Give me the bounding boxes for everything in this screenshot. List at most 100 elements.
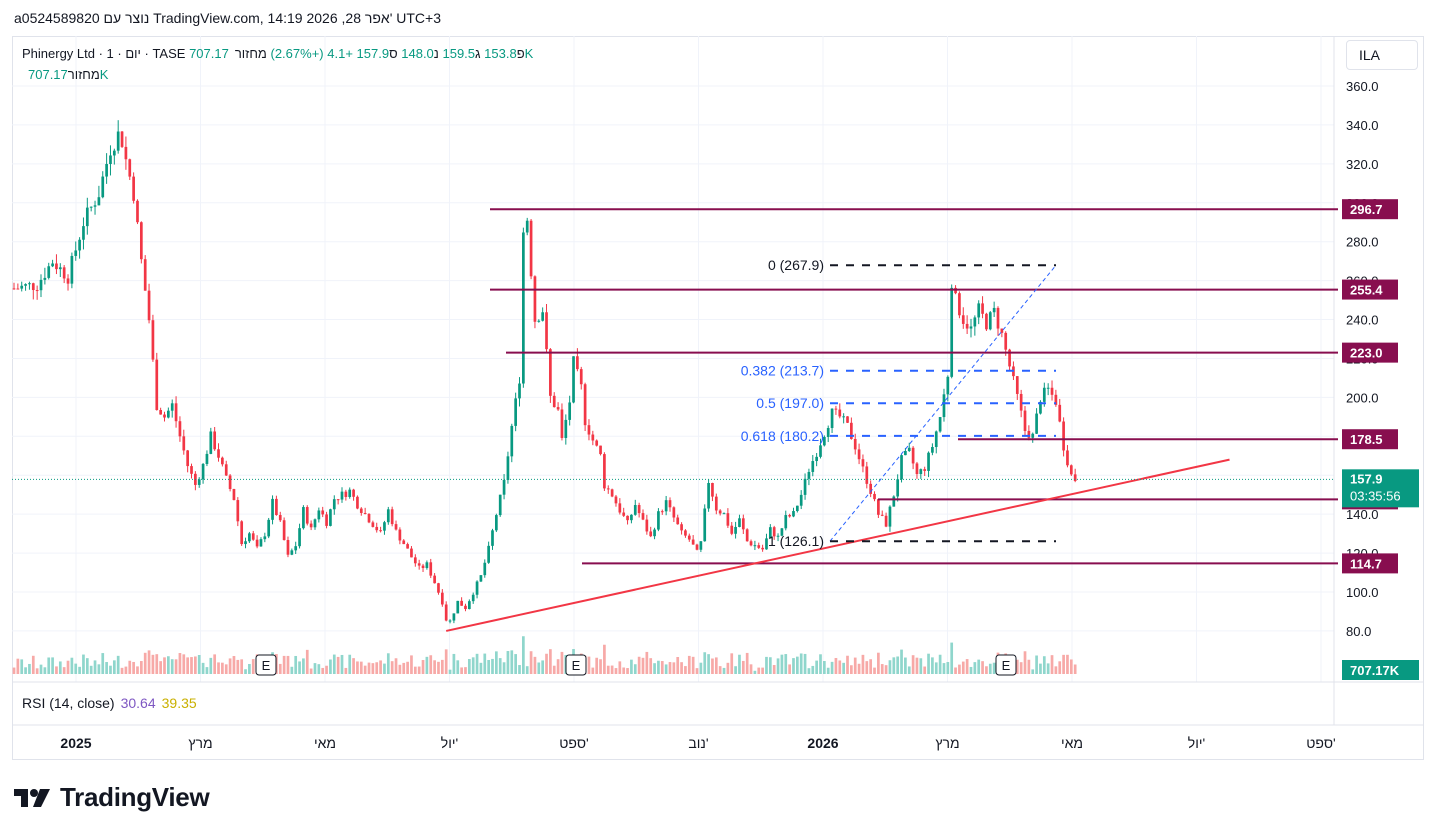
volume-bar: [1073, 664, 1077, 674]
volume-bar: [344, 667, 348, 674]
level-badge: [1342, 342, 1398, 363]
earnings-marker[interactable]: [565, 654, 587, 676]
candle: [186, 450, 189, 467]
earnings-marker[interactable]: [995, 654, 1017, 676]
candle: [606, 488, 610, 490]
candle: [375, 526, 379, 531]
fib-level-label: 0.5 (197.0): [756, 395, 824, 411]
volume-bar: [718, 666, 722, 674]
close-value: 157.9: [356, 46, 390, 61]
volume-bar: [830, 661, 834, 674]
candle: [626, 515, 629, 521]
candle: [714, 496, 718, 511]
candle: [687, 535, 691, 540]
volume-bar: [448, 669, 452, 674]
candle: [861, 459, 865, 467]
candle: [830, 408, 834, 429]
volume-bar: [807, 668, 811, 674]
currency-button[interactable]: ILA: [1346, 40, 1418, 70]
candle: [823, 436, 826, 446]
rsi-legend[interactable]: RSI (14, close) 30.64 39.35: [22, 695, 197, 711]
candle: [456, 600, 460, 614]
candle: [649, 531, 653, 537]
volume-bar: [178, 653, 182, 674]
candle: [479, 575, 483, 582]
candle: [657, 511, 660, 530]
trend-line[interactable]: [445, 458, 1230, 632]
candle: [97, 197, 101, 206]
volume-bar: [28, 663, 31, 674]
candle: [248, 533, 251, 542]
candle: [78, 239, 81, 251]
candle: [684, 530, 687, 536]
candle: [1073, 474, 1077, 481]
candle: [402, 540, 406, 545]
volume-bar: [244, 669, 247, 674]
volume-bar: [1050, 655, 1054, 674]
volume-bar: [1039, 663, 1042, 674]
candle: [522, 232, 525, 384]
volume-bar: [132, 661, 135, 674]
candle: [703, 508, 707, 542]
candle: [390, 509, 394, 525]
price-chart[interactable]: 360.0340.0320.0300.0280.0260.0240.0220.0…: [12, 36, 1424, 760]
volume-bar: [988, 663, 992, 674]
volume-bar: [1023, 651, 1027, 674]
volume-bar: [147, 650, 151, 674]
volume-bar: [545, 653, 548, 674]
candle: [707, 482, 710, 509]
volume-bar: [900, 649, 903, 674]
candle: [263, 536, 267, 540]
volume-bar: [394, 658, 398, 674]
volume-bar: [190, 657, 193, 674]
volume-bar: [1035, 655, 1038, 674]
volume-bar: [537, 662, 541, 674]
candle: [209, 431, 213, 454]
tradingview-logo[interactable]: TradingView: [14, 782, 210, 813]
candle: [1069, 465, 1073, 475]
earnings-marker-label: E: [572, 658, 581, 673]
x-tick-label: יול': [441, 735, 458, 751]
volume-legend[interactable]: מחזור707.17K: [22, 67, 108, 82]
volume-bar: [24, 667, 27, 674]
level-badge: [1342, 429, 1398, 450]
earnings-marker[interactable]: [255, 654, 277, 676]
candle: [576, 356, 579, 370]
volume-bar: [383, 663, 386, 674]
volume-bar: [425, 656, 429, 674]
candle: [931, 447, 934, 453]
candle: [128, 159, 132, 177]
last-price-badge: [1342, 469, 1419, 508]
volume-bar: [788, 664, 791, 674]
x-tick-label: מרץ: [188, 735, 212, 751]
candle: [780, 528, 784, 536]
candle: [82, 226, 85, 240]
candle: [761, 547, 764, 550]
candle: [541, 312, 545, 321]
candle: [167, 410, 170, 418]
candle: [379, 530, 382, 532]
candle: [730, 525, 734, 534]
volume-bar: [684, 666, 687, 674]
volume-bar: [992, 662, 996, 674]
volume-bar: [375, 662, 379, 674]
candle: [923, 469, 927, 471]
candle: [653, 529, 656, 537]
volume-bar: [934, 662, 938, 674]
volume-bar: [348, 654, 352, 674]
candle: [807, 471, 811, 479]
volume-bar: [433, 660, 436, 674]
candle: [43, 277, 47, 280]
candle: [919, 469, 923, 475]
candle: [139, 222, 143, 260]
candle: [738, 518, 741, 527]
high-label: ג: [475, 46, 481, 61]
volume-bar: [460, 667, 463, 674]
volume-bar: [587, 656, 591, 674]
volume-bar: [896, 656, 900, 674]
symbol-title[interactable]: Phinergy Ltd · 1 · יום · TASE: [22, 46, 186, 61]
candle: [826, 428, 830, 437]
open-label: פ: [516, 46, 525, 61]
candle: [938, 417, 942, 432]
volume-bar: [174, 659, 178, 674]
